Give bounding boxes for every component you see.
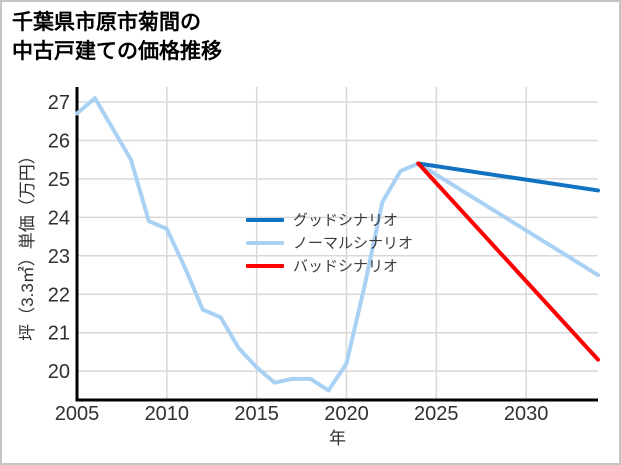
y-tick-label-26: 26: [48, 130, 70, 152]
y-tick-label-24: 24: [48, 207, 70, 229]
legend-item-good: グッドシナリオ: [246, 208, 413, 231]
x-tick-label-2015: 2015: [234, 403, 279, 425]
legend-label-bad: バッドシナリオ: [293, 258, 399, 275]
series-line-0: [75, 96, 600, 393]
y-tick-label-25: 25: [48, 169, 70, 191]
legend-item-bad: バッドシナリオ: [246, 254, 413, 277]
series-line-2: [416, 161, 600, 362]
series-line-1: [416, 161, 600, 193]
y-tick-label-23: 23: [48, 246, 70, 268]
x-tick-label-2005: 2005: [55, 403, 100, 425]
x-axis-label: 年: [329, 429, 346, 448]
y-axis-label: 坪（3.3㎡）単価（万円）: [18, 147, 37, 341]
legend-item-normal: ノーマルシナリオ: [246, 231, 413, 254]
legend-swatch-bad: [246, 263, 284, 268]
y-tick-label-20: 20: [48, 361, 70, 383]
x-tick-label-2020: 2020: [324, 403, 369, 425]
legend-swatch-normal: [246, 240, 284, 245]
y-tick-label-27: 27: [48, 92, 70, 114]
legend-label-normal: ノーマルシナリオ: [293, 235, 414, 252]
chart-title-line2: 中古戸建ての価格推移: [12, 40, 222, 63]
legend-swatch-good: [246, 217, 284, 222]
x-tick-label-2025: 2025: [414, 403, 459, 425]
legend: グッドシナリオ ノーマルシナリオ バッドシナリオ: [246, 208, 413, 277]
y-tick-label-21: 21: [48, 323, 70, 345]
y-tick-label-22: 22: [48, 284, 70, 306]
chart-title-line1: 千葉県市原市菊間の: [12, 11, 201, 34]
legend-label-good: グッドシナリオ: [293, 212, 399, 229]
x-tick-label-2030: 2030: [504, 403, 549, 425]
chart-title: 千葉県市原市菊間の 中古戸建ての価格推移: [12, 8, 222, 66]
x-tick-label-2010: 2010: [145, 403, 190, 425]
